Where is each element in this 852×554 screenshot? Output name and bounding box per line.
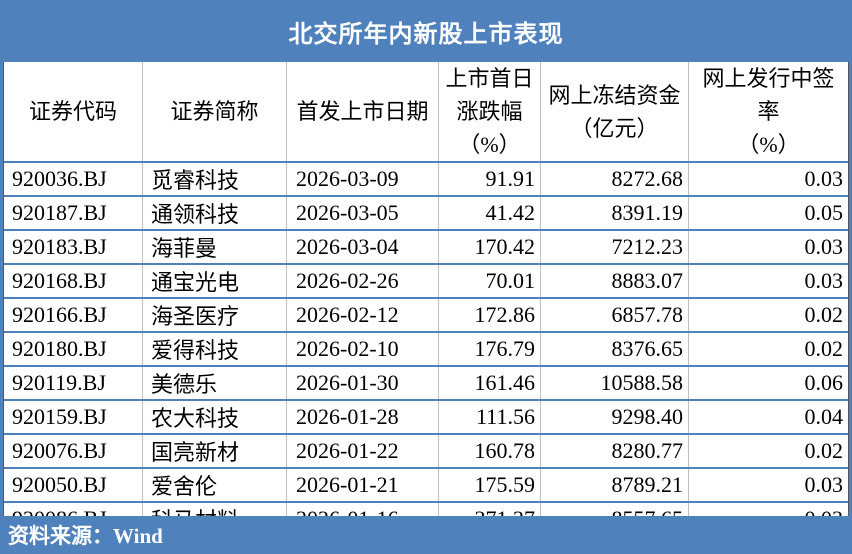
cell-frozen: 6857.78 (541, 299, 689, 331)
table-body: 920036.BJ 觅睿科技 2026-03-09 91.91 8272.68 … (4, 163, 848, 535)
table-row: 920050.BJ 爱舍伦 2026-01-21 175.59 8789.21 … (4, 469, 848, 503)
cell-lottery: 0.02 (804, 302, 844, 327)
source-label: 资料来源：Wind (8, 524, 163, 548)
cell-code: 920180.BJ (4, 333, 143, 365)
cell-date: 2026-01-30 (287, 367, 439, 399)
cell-code: 920076.BJ (4, 435, 143, 467)
cell-date: 2026-01-22 (287, 435, 439, 467)
cell-lottery: 0.05 (804, 200, 844, 225)
cell-name: 通领科技 (143, 197, 287, 229)
cell-chg: 160.78 (439, 435, 541, 467)
cell-name: 美德乐 (143, 367, 287, 399)
column-header-lottery: 网上发行中签 率 （%） (702, 66, 835, 157)
table-row: 920183.BJ 海菲曼 2026-03-04 170.42 7212.23 … (4, 231, 848, 265)
cell-code: 920183.BJ (4, 231, 143, 263)
figure-title: 北交所年内新股上市表现 (288, 21, 564, 48)
cell-date: 2026-02-12 (287, 299, 439, 331)
cell-lottery: 0.06 (804, 370, 844, 395)
column-header-name: 证券简称 (143, 62, 287, 161)
table-row: 920187.BJ 通领科技 2026-03-05 41.42 8391.19 … (4, 197, 848, 231)
cell-frozen: 8280.77 (541, 435, 689, 467)
column-header-date: 首发上市日期 (287, 62, 439, 161)
cell-name: 爱舍伦 (143, 469, 287, 501)
cell-name: 国亮新材 (143, 435, 287, 467)
cell-code: 920187.BJ (4, 197, 143, 229)
cell-frozen: 8272.68 (541, 163, 689, 195)
cell-chg: 170.42 (439, 231, 541, 263)
cell-code: 920166.BJ (4, 299, 143, 331)
title-bar: 北交所年内新股上市表现 (0, 0, 852, 62)
cell-frozen: 8391.19 (541, 197, 689, 229)
cell-frozen: 7212.23 (541, 231, 689, 263)
table-frame: 证券代码 证券简称 首发上市日期 上市首日 涨跌幅 （%） 网上冻结资金 （亿元… (0, 62, 852, 535)
table-header-row: 证券代码 证券简称 首发上市日期 上市首日 涨跌幅 （%） 网上冻结资金 （亿元… (4, 62, 848, 163)
column-header-chg: 上市首日 涨跌幅 （%） (439, 62, 541, 161)
cell-frozen: 8789.21 (541, 469, 689, 501)
cell-name: 海菲曼 (143, 231, 287, 263)
cell-name: 觅睿科技 (143, 163, 287, 195)
cell-frozen: 8376.65 (541, 333, 689, 365)
cell-chg: 172.86 (439, 299, 541, 331)
cell-name: 农大科技 (143, 401, 287, 433)
cell-name: 海圣医疗 (143, 299, 287, 331)
cell-chg: 175.59 (439, 469, 541, 501)
cell-date: 2026-02-26 (287, 265, 439, 297)
cell-code: 920159.BJ (4, 401, 143, 433)
cell-date: 2026-03-04 (287, 231, 439, 263)
cell-lottery: 0.03 (804, 268, 844, 293)
table-row: 920076.BJ 国亮新材 2026-01-22 160.78 8280.77… (4, 435, 848, 469)
cell-date: 2026-03-09 (287, 163, 439, 195)
cell-lottery: 0.03 (804, 472, 844, 497)
cell-name: 爱得科技 (143, 333, 287, 365)
cell-date: 2026-02-10 (287, 333, 439, 365)
cell-chg: 70.01 (439, 265, 541, 297)
cell-lottery: 0.03 (804, 234, 844, 259)
cell-chg: 111.56 (439, 401, 541, 433)
table-row: 920168.BJ 通宝光电 2026-02-26 70.01 8883.07 … (4, 265, 848, 299)
table-row: 920180.BJ 爱得科技 2026-02-10 176.79 8376.65… (4, 333, 848, 367)
cell-date: 2026-01-28 (287, 401, 439, 433)
stocks-table: 证券代码 证券简称 首发上市日期 上市首日 涨跌幅 （%） 网上冻结资金 （亿元… (3, 62, 849, 535)
cell-chg: 91.91 (439, 163, 541, 195)
table-row: 920036.BJ 觅睿科技 2026-03-09 91.91 8272.68 … (4, 163, 848, 197)
cell-frozen: 8883.07 (541, 265, 689, 297)
column-header-frozen: 网上冻结资金 （亿元） (541, 62, 689, 161)
cell-lottery: 0.03 (804, 166, 844, 191)
cell-chg: 161.46 (439, 367, 541, 399)
cell-lottery: 0.04 (804, 404, 844, 429)
cell-code: 920168.BJ (4, 265, 143, 297)
cell-chg: 176.79 (439, 333, 541, 365)
table-row: 920119.BJ 美德乐 2026-01-30 161.46 10588.58… (4, 367, 848, 401)
cell-code: 920050.BJ (4, 469, 143, 501)
cell-frozen: 10588.58 (541, 367, 689, 399)
cell-code: 920119.BJ (4, 367, 143, 399)
cell-date: 2026-03-05 (287, 197, 439, 229)
cell-code: 920036.BJ (4, 163, 143, 195)
cell-lottery: 0.02 (804, 336, 844, 361)
cell-frozen: 9298.40 (541, 401, 689, 433)
table-row: 920166.BJ 海圣医疗 2026-02-12 172.86 6857.78… (4, 299, 848, 333)
cell-name: 通宝光电 (143, 265, 287, 297)
cell-chg: 41.42 (439, 197, 541, 229)
cell-lottery: 0.02 (804, 438, 844, 463)
table-row: 920159.BJ 农大科技 2026-01-28 111.56 9298.40… (4, 401, 848, 435)
source-bar: 资料来源：Wind (0, 516, 852, 554)
cell-date: 2026-01-21 (287, 469, 439, 501)
column-header-code: 证券代码 (4, 62, 143, 161)
